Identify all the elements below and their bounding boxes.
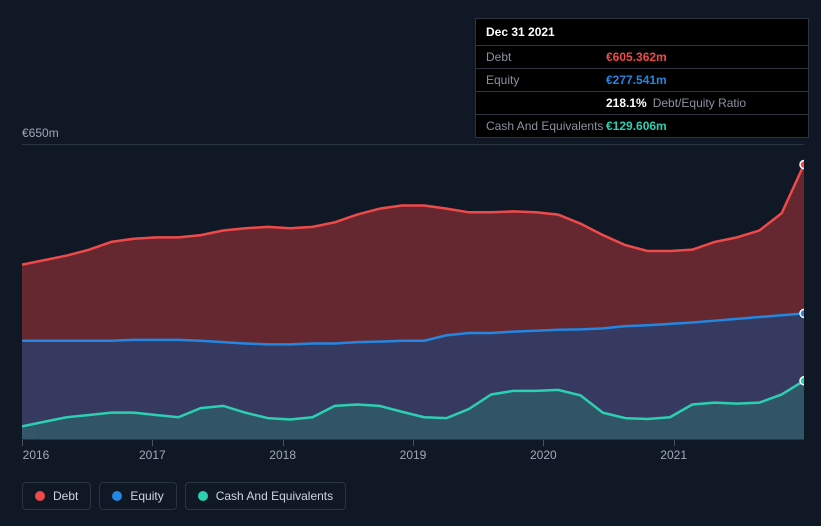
chart-tooltip: Dec 31 2021 Debt €605.362m Equity €277.5… <box>475 18 809 138</box>
end-dot-cash <box>800 377 804 385</box>
tooltip-label-cash: Cash And Equivalents <box>486 119 606 133</box>
x-tick-label: 2019 <box>400 448 427 462</box>
x-tick-label: 2018 <box>269 448 296 462</box>
tooltip-row-equity: Equity €277.541m <box>476 69 808 92</box>
x-tick-mark <box>22 440 23 446</box>
tooltip-row-debt: Debt €605.362m <box>476 46 808 69</box>
tooltip-value-ratio: 218.1%Debt/Equity Ratio <box>606 96 746 110</box>
x-tick-label: 2021 <box>660 448 687 462</box>
legend-item-equity[interactable]: Equity <box>99 482 176 510</box>
x-tick-mark <box>543 440 544 446</box>
x-tick-mark <box>152 440 153 446</box>
tooltip-label-debt: Debt <box>486 50 606 64</box>
legend-label-debt: Debt <box>53 489 78 503</box>
legend-label-cash: Cash And Equivalents <box>216 489 333 503</box>
end-dot-equity <box>800 309 804 317</box>
x-tick-mark <box>413 440 414 446</box>
chart-legend: Debt Equity Cash And Equivalents <box>22 482 346 510</box>
tooltip-value-equity: €277.541m <box>606 73 667 87</box>
x-tick-label: 2017 <box>139 448 166 462</box>
x-axis: 2016 2017 2018 2019 2020 2021 <box>22 440 804 460</box>
legend-item-debt[interactable]: Debt <box>22 482 91 510</box>
x-tick-label: 2016 <box>23 448 50 462</box>
end-dot-debt <box>800 160 804 168</box>
legend-dot-debt <box>35 491 45 501</box>
tooltip-date: Dec 31 2021 <box>476 19 808 46</box>
tooltip-value-cash: €129.606m <box>606 119 667 133</box>
debt-equity-chart[interactable] <box>22 144 804 440</box>
legend-label-equity: Equity <box>130 489 163 503</box>
tooltip-value-debt: €605.362m <box>606 50 667 64</box>
x-tick-mark <box>283 440 284 446</box>
tooltip-row-ratio: 218.1%Debt/Equity Ratio <box>476 92 808 115</box>
legend-dot-equity <box>112 491 122 501</box>
tooltip-label-equity: Equity <box>486 73 606 87</box>
y-axis-max-label: €650m <box>22 126 59 140</box>
x-tick-mark <box>674 440 675 446</box>
legend-dot-cash <box>198 491 208 501</box>
x-tick-label: 2020 <box>530 448 557 462</box>
legend-item-cash[interactable]: Cash And Equivalents <box>185 482 346 510</box>
tooltip-row-cash: Cash And Equivalents €129.606m <box>476 115 808 137</box>
tooltip-label-ratio <box>486 96 606 110</box>
